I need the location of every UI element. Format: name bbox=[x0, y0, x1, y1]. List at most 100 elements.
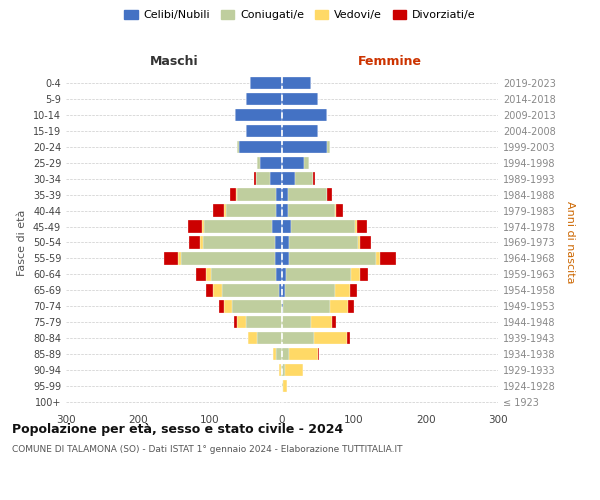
Text: Popolazione per età, sesso e stato civile - 2024: Popolazione per età, sesso e stato civil… bbox=[12, 422, 343, 436]
Bar bbox=[282, 220, 290, 233]
Bar bbox=[213, 204, 224, 217]
Bar bbox=[314, 332, 347, 344]
Bar bbox=[282, 300, 283, 312]
Y-axis label: Anni di nascita: Anni di nascita bbox=[565, 201, 575, 284]
Bar bbox=[330, 300, 348, 312]
Bar bbox=[285, 284, 335, 296]
Text: Femmine: Femmine bbox=[358, 56, 422, 68]
Bar bbox=[250, 77, 282, 89]
Bar bbox=[279, 364, 281, 376]
Bar bbox=[203, 236, 275, 248]
Bar bbox=[276, 204, 282, 217]
Bar bbox=[351, 268, 360, 280]
Bar bbox=[348, 300, 354, 312]
Bar bbox=[380, 252, 396, 264]
Bar bbox=[285, 364, 303, 376]
Bar bbox=[238, 316, 246, 328]
Bar bbox=[283, 300, 330, 312]
Bar bbox=[282, 172, 295, 185]
Bar bbox=[235, 316, 238, 328]
Bar bbox=[311, 316, 332, 328]
Bar bbox=[282, 348, 289, 360]
Bar bbox=[178, 252, 181, 264]
Bar bbox=[206, 268, 211, 280]
Bar bbox=[246, 92, 282, 105]
Bar bbox=[282, 204, 288, 217]
Bar bbox=[286, 268, 351, 280]
Bar bbox=[318, 348, 319, 360]
Bar bbox=[376, 252, 380, 264]
Bar bbox=[230, 188, 236, 201]
Bar bbox=[332, 316, 336, 328]
Y-axis label: Fasce di età: Fasce di età bbox=[17, 210, 27, 276]
Bar bbox=[235, 108, 282, 121]
Bar bbox=[283, 380, 287, 392]
Bar bbox=[282, 236, 289, 248]
Bar bbox=[304, 156, 310, 169]
Bar bbox=[357, 220, 367, 233]
Bar bbox=[224, 300, 232, 312]
Bar bbox=[282, 188, 288, 201]
Bar bbox=[224, 204, 226, 217]
Bar bbox=[289, 252, 376, 264]
Bar bbox=[276, 348, 282, 360]
Bar bbox=[200, 236, 203, 248]
Bar bbox=[238, 140, 239, 153]
Bar bbox=[335, 284, 350, 296]
Bar bbox=[203, 220, 272, 233]
Bar bbox=[232, 300, 282, 312]
Bar bbox=[282, 140, 326, 153]
Bar bbox=[282, 332, 314, 344]
Bar bbox=[276, 268, 282, 280]
Bar bbox=[260, 156, 282, 169]
Bar bbox=[256, 172, 271, 185]
Bar bbox=[272, 348, 276, 360]
Bar bbox=[218, 300, 224, 312]
Bar bbox=[282, 108, 326, 121]
Bar bbox=[189, 236, 200, 248]
Bar bbox=[181, 252, 275, 264]
Bar bbox=[188, 220, 202, 233]
Bar bbox=[282, 316, 311, 328]
Bar bbox=[282, 268, 286, 280]
Legend: Celibi/Nubili, Coniugati/e, Vedovi/e, Divorziati/e: Celibi/Nubili, Coniugati/e, Vedovi/e, Di… bbox=[120, 6, 480, 25]
Bar bbox=[350, 284, 357, 296]
Text: Maschi: Maschi bbox=[149, 56, 199, 68]
Bar bbox=[164, 252, 178, 264]
Bar bbox=[202, 220, 203, 233]
Bar bbox=[295, 172, 313, 185]
Bar bbox=[282, 124, 318, 137]
Bar bbox=[248, 332, 257, 344]
Bar bbox=[239, 140, 282, 153]
Bar bbox=[289, 236, 358, 248]
Bar bbox=[290, 220, 355, 233]
Text: COMUNE DI TALAMONA (SO) - Dati ISTAT 1° gennaio 2024 - Elaborazione TUTTITALIA.I: COMUNE DI TALAMONA (SO) - Dati ISTAT 1° … bbox=[12, 445, 403, 454]
Bar bbox=[254, 172, 256, 185]
Bar bbox=[361, 236, 371, 248]
Bar bbox=[347, 332, 350, 344]
Bar bbox=[272, 220, 282, 233]
Bar bbox=[281, 364, 282, 376]
Bar bbox=[282, 92, 318, 105]
Bar bbox=[257, 156, 260, 169]
Bar bbox=[313, 172, 315, 185]
Bar bbox=[246, 124, 282, 137]
Bar bbox=[282, 380, 283, 392]
Bar bbox=[289, 348, 318, 360]
Bar bbox=[336, 204, 343, 217]
Bar bbox=[236, 188, 276, 201]
Bar bbox=[275, 236, 282, 248]
Bar bbox=[279, 284, 282, 296]
Bar bbox=[282, 77, 311, 89]
Bar bbox=[271, 172, 282, 185]
Bar bbox=[328, 188, 332, 201]
Bar bbox=[213, 284, 221, 296]
Bar bbox=[276, 188, 282, 201]
Bar bbox=[360, 268, 368, 280]
Bar bbox=[355, 220, 357, 233]
Bar bbox=[326, 140, 329, 153]
Bar bbox=[335, 204, 336, 217]
Bar bbox=[226, 204, 276, 217]
Bar bbox=[206, 284, 213, 296]
Bar bbox=[257, 332, 282, 344]
